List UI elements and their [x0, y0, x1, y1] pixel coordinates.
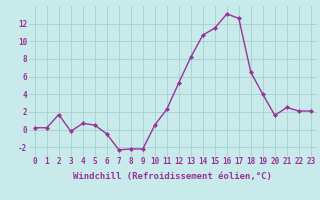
X-axis label: Windchill (Refroidissement éolien,°C): Windchill (Refroidissement éolien,°C): [73, 172, 272, 181]
